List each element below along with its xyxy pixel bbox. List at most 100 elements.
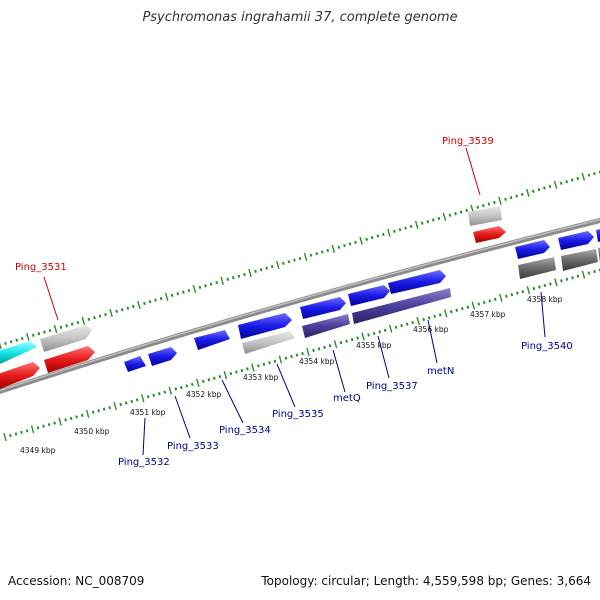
minor-tick xyxy=(455,308,459,312)
gene-arrow[interactable] xyxy=(473,226,506,243)
minor-tick xyxy=(229,372,233,376)
major-tick xyxy=(526,188,530,197)
minor-tick xyxy=(174,387,178,391)
gene-arrow[interactable] xyxy=(242,331,295,354)
gene-arrow[interactable] xyxy=(515,240,550,259)
gene-arrow[interactable] xyxy=(44,346,95,373)
gene-label-metq[interactable]: metQ xyxy=(333,393,361,404)
minor-tick xyxy=(287,260,291,264)
minor-tick xyxy=(370,236,374,240)
minor-tick xyxy=(570,178,574,182)
gene-arrow[interactable] xyxy=(518,257,556,279)
minor-tick xyxy=(240,368,244,373)
gene-arrow[interactable] xyxy=(561,249,598,271)
minor-tick xyxy=(126,306,130,310)
minor-tick xyxy=(576,176,580,181)
gene-arrow[interactable] xyxy=(194,330,230,350)
minor-tick xyxy=(190,382,194,387)
major-tick xyxy=(141,394,145,403)
gene-label-ping-3534[interactable]: Ping_3534 xyxy=(219,425,271,436)
gene-label-ping-3531[interactable]: Ping_3531 xyxy=(15,262,67,273)
minor-tick xyxy=(207,378,211,382)
minor-tick xyxy=(185,384,189,388)
gene-arrow[interactable] xyxy=(596,227,600,242)
minor-tick xyxy=(257,364,260,368)
gene-arrow[interactable] xyxy=(302,314,350,338)
connector-line xyxy=(377,335,390,379)
minor-tick xyxy=(488,299,492,303)
gene-arrow[interactable] xyxy=(388,270,446,294)
minor-tick xyxy=(565,277,569,281)
minor-tick xyxy=(348,242,352,246)
kbp-label: 4354 kbp xyxy=(299,357,335,366)
major-tick xyxy=(113,402,117,411)
minor-tick xyxy=(119,402,123,407)
kbp-label: 4355 kbp xyxy=(356,341,392,350)
kbp-label: 4349 kbp xyxy=(20,446,56,455)
major-tick xyxy=(331,244,336,253)
major-tick xyxy=(137,300,141,309)
minor-tick xyxy=(405,322,409,326)
minor-tick xyxy=(131,304,135,309)
gene-arrow[interactable] xyxy=(40,325,92,352)
gene-label-ping-3532[interactable]: Ping_3532 xyxy=(118,457,170,468)
connector-line xyxy=(276,363,296,408)
minor-tick xyxy=(53,421,56,425)
minor-tick xyxy=(394,325,398,329)
minor-tick xyxy=(91,410,95,414)
gene-arrow[interactable] xyxy=(0,362,40,389)
minor-tick xyxy=(493,297,497,301)
major-tick xyxy=(278,355,283,364)
major-tick xyxy=(306,347,310,356)
minor-tick xyxy=(9,340,13,344)
gene-arrow[interactable] xyxy=(300,297,346,319)
minor-tick xyxy=(376,234,380,238)
gene-arrow[interactable] xyxy=(348,285,390,306)
connector-line xyxy=(174,395,191,439)
gene-arrow[interactable] xyxy=(0,341,37,364)
minor-tick xyxy=(176,292,180,296)
major-tick xyxy=(416,317,420,326)
minor-tick xyxy=(426,220,430,224)
connector-line xyxy=(427,319,438,364)
gene-arrow[interactable] xyxy=(558,231,594,250)
gene-arrow[interactable] xyxy=(148,347,177,366)
minor-tick xyxy=(509,196,513,200)
minor-tick xyxy=(265,266,269,270)
gene-label-ping-3535[interactable]: Ping_3535 xyxy=(272,409,324,420)
minor-tick xyxy=(268,361,271,365)
minor-tick xyxy=(43,330,46,334)
minor-tick xyxy=(548,184,552,189)
minor-tick xyxy=(163,390,167,394)
gene-label-metn[interactable]: metN xyxy=(427,366,454,377)
major-tick xyxy=(26,332,30,341)
map-title: Psychromonas ingrahamii 37, complete gen… xyxy=(142,10,458,25)
minor-tick xyxy=(520,192,524,197)
minor-tick xyxy=(549,282,552,286)
minor-tick xyxy=(64,418,67,422)
minor-tick xyxy=(148,300,152,304)
connector-line xyxy=(465,147,481,196)
gene-labels: Ping_3531 Ping_3539 Ping_3532 Ping_3533 … xyxy=(15,136,573,468)
kbp-label: 4351 kbp xyxy=(130,408,166,417)
genome-backbone-highlight xyxy=(0,218,600,392)
gene-arrow[interactable] xyxy=(238,313,292,339)
gene-arrow[interactable] xyxy=(352,288,451,324)
gene-arrow[interactable] xyxy=(468,206,502,226)
gene-label-ping-3533[interactable]: Ping_3533 xyxy=(167,441,219,452)
minor-tick xyxy=(31,333,35,337)
kbp-label: 4350 kbp xyxy=(74,427,110,436)
minor-tick xyxy=(69,416,73,421)
minor-tick xyxy=(42,424,45,428)
gene-arrow[interactable] xyxy=(124,356,146,372)
minor-tick xyxy=(87,317,91,321)
gene-label-ping-3539[interactable]: Ping_3539 xyxy=(442,136,494,147)
gene-label-ping-3540[interactable]: Ping_3540 xyxy=(521,341,573,352)
major-tick xyxy=(359,236,363,245)
gene-label-ping-3537[interactable]: Ping_3537 xyxy=(366,381,418,392)
outer-tick-track xyxy=(0,170,600,349)
minor-tick xyxy=(218,375,222,379)
minor-tick xyxy=(213,376,216,380)
connector-line xyxy=(43,276,59,321)
major-tick xyxy=(3,432,7,442)
